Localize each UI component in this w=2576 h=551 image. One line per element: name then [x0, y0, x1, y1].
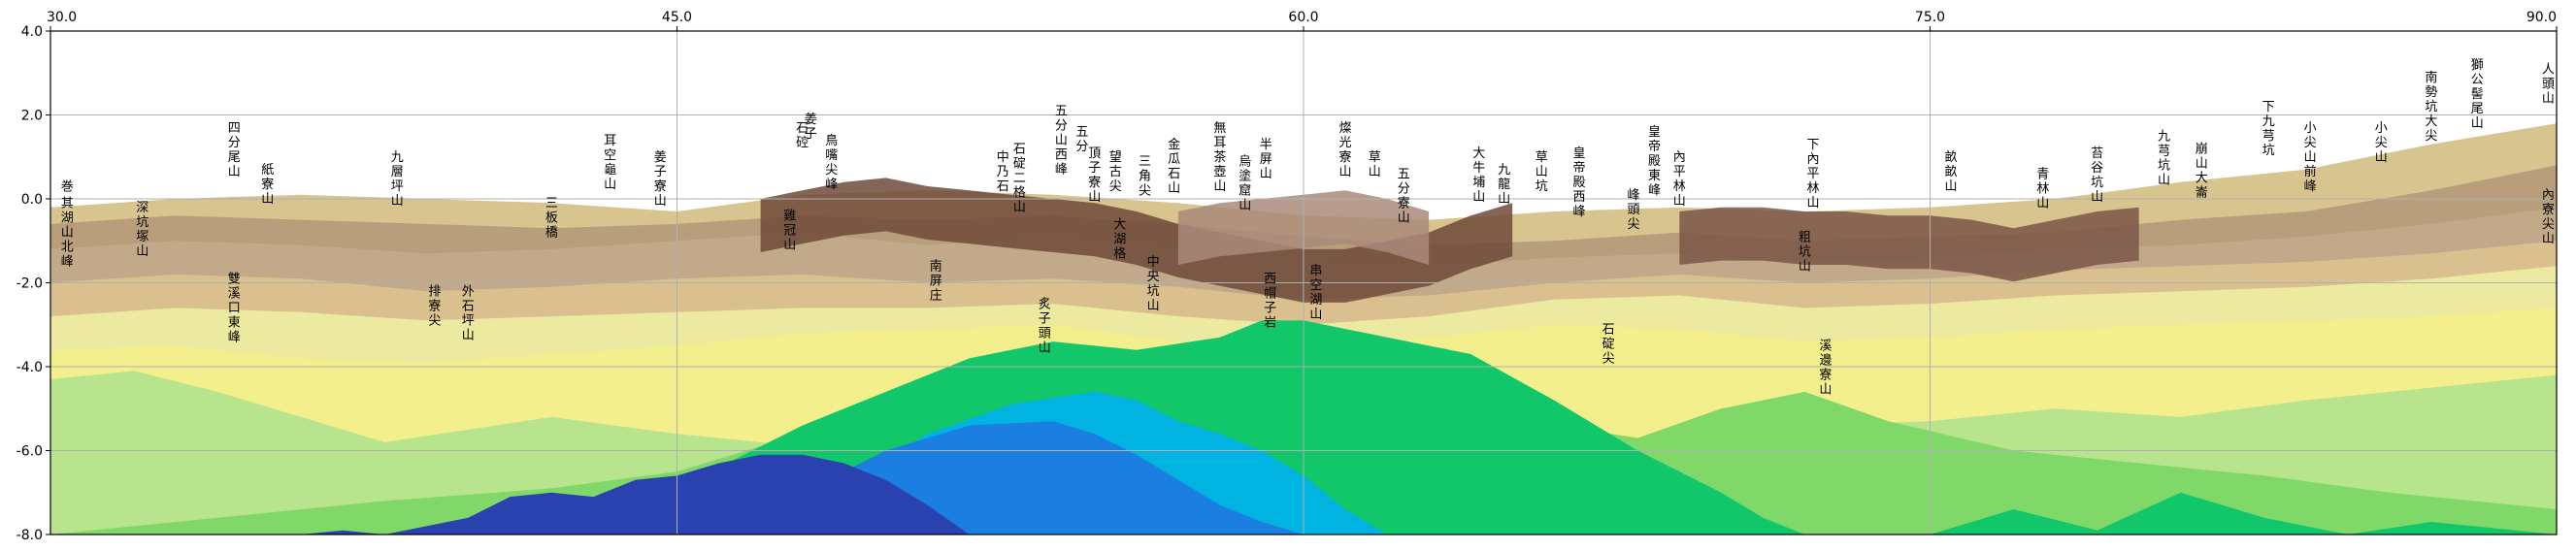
peak-label: 下九芎坑 [2262, 100, 2275, 158]
y-tick-label: -4.0 [17, 360, 43, 375]
peak-label: 其湖山北峰 [61, 197, 74, 270]
peak-label: 崩山大崙 [2196, 142, 2208, 200]
peak-label: 排寮尖 [428, 285, 441, 329]
peak-label: 皇帝殿東峰 [1648, 125, 1661, 198]
peak-label: 四分尾山 [228, 121, 241, 179]
peak-label: 頂子寮山 [1088, 146, 1101, 205]
peak-label: 石碇尖 [1602, 322, 1615, 366]
peak-label: 小尖山前峰 [2304, 121, 2317, 194]
peak-labels: 巻其湖山北峰 深坑塚山 四分尾山紙寮山雙溪口東峰 九層坪山排寮尖 外石坪山 三板橋 耳空龜山… [61, 58, 2555, 398]
terrain-layer-11 [301, 454, 970, 535]
peak-label: 石硿 [796, 121, 809, 150]
peak-label: 下內平林山 [1806, 138, 1819, 211]
peak-label: 皇帝殿西峰 [1572, 146, 1585, 219]
peak-label: 金瓜石山 [1168, 137, 1180, 196]
peak-label: 大湖格 [1113, 217, 1126, 261]
peak-label: 石碇二格山 [1013, 142, 1026, 214]
peak-label: 雙溪口東峰 [228, 273, 241, 345]
y-tick-label: -2.0 [17, 276, 43, 292]
peak-label: 巻 [61, 179, 74, 194]
peak-label: 鳥嘴尖峰 [825, 134, 838, 192]
peak-label: 炙子頭山 [1039, 297, 1051, 355]
peak-label: 南屏庄 [930, 259, 942, 304]
peak-label: 燦光寮山 [1338, 121, 1351, 179]
x-tick-label: 45.0 [662, 10, 692, 25]
peak-label: 半屏山 [1260, 138, 1272, 181]
y-tick-label: -6.0 [17, 444, 43, 460]
peak-label: 中央坑山 [1147, 255, 1160, 313]
x-tick-label: 60.0 [1288, 10, 1318, 25]
y-tick-label: -8.0 [17, 528, 43, 543]
peak-label: 姜子寮山 [654, 150, 667, 209]
peak-label: 外石坪山 [462, 285, 475, 343]
y-axis-ticks: 4.0 2.0 0.0 -2.0 -4.0 -6.0 -8.0 [17, 24, 50, 543]
peak-label: 望古尖 [1109, 149, 1122, 194]
peak-label: 三角尖 [1139, 154, 1151, 198]
x-axis-ticks: 30.0 45.0 60.0 75.0 90.0 [47, 10, 2558, 31]
ridge-layers [760, 178, 2139, 303]
peak-label: 中乃石 [997, 150, 1009, 194]
peak-label: 草山坑 [1536, 150, 1548, 194]
peak-label: 串空湖山 [1309, 264, 1322, 322]
peak-label: 溪邊寮山 [1819, 340, 1832, 398]
peak-label: 人頭山 [2542, 62, 2555, 106]
peak-label: 西帽子岩 [1264, 273, 1276, 331]
peak-label: 粗坑山 [1799, 230, 1811, 274]
x-tick-label: 90.0 [2526, 10, 2557, 25]
ridge-layer-0 [760, 178, 1513, 303]
y-tick-label: 0.0 [21, 192, 43, 208]
peak-label: 雞冠山 [783, 210, 796, 253]
peak-label: 五分山西峰 [1055, 105, 1068, 178]
peak-label: 南勢坑大尖 [2425, 70, 2437, 144]
peak-label: 內寮尖山 [2542, 188, 2555, 246]
peak-label: 耳空龜山 [604, 134, 616, 192]
peak-label: 紙寮山 [261, 163, 274, 207]
peak-label: 姜子 [805, 113, 817, 142]
peak-label: 苔谷坑山 [2091, 146, 2103, 205]
peak-label: 五分寮山 [1398, 167, 1410, 225]
peak-label: 烏塗窟山 [1238, 153, 1251, 212]
x-tick-label: 75.0 [1915, 10, 1945, 25]
peak-label: 峰頭尖 [1627, 188, 1639, 232]
peak-label: 青林山 [2036, 167, 2049, 211]
peak-label: 內平林山 [1673, 150, 1686, 209]
ridge-layer-1 [1679, 207, 2139, 282]
peak-label: 深坑塚山 [136, 201, 149, 259]
peak-label: 草山 [1369, 150, 1381, 179]
peak-label: 無耳茶壺山 [1213, 121, 1226, 194]
x-tick-label: 30.0 [47, 10, 77, 25]
peak-label: 小尖山 [2375, 121, 2388, 165]
peak-label: 畝畝山 [1944, 150, 1957, 194]
peak-label: 九芎坑山 [2158, 129, 2170, 187]
peak-label: 九龍山 [1498, 163, 1510, 207]
y-tick-label: 2.0 [21, 109, 43, 124]
y-tick-label: 4.0 [21, 24, 43, 40]
peak-label: 五分 [1075, 125, 1088, 154]
peak-label: 大牛埔山 [1472, 146, 1485, 205]
peak-label: 三板橋 [545, 197, 558, 241]
peak-label: 九層坪山 [391, 150, 404, 209]
peak-label: 獅公髻尾山 [2471, 58, 2484, 131]
